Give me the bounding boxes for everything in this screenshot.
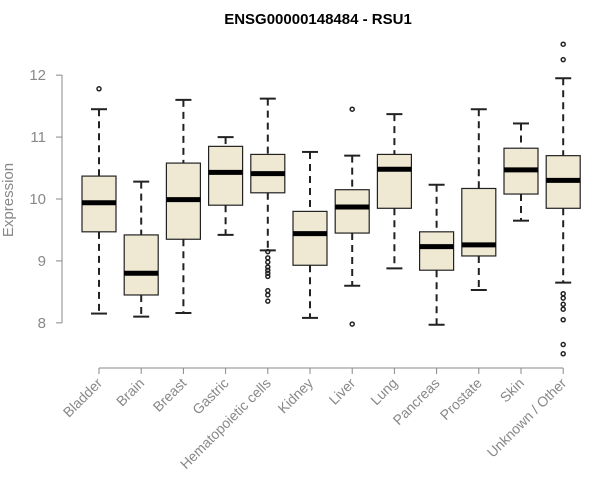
x-tick-label: Breast [150,375,190,415]
iqr-box [376,153,412,209]
box-liver [334,106,370,327]
x-tick-label: Skin [497,375,528,406]
outlier-point [265,255,271,261]
outlier-point [265,270,271,277]
outlier-point [265,267,271,273]
y-tick-label: 8 [38,315,46,332]
outlier-point [560,317,566,323]
iqr-box [292,210,328,266]
box-kidney [292,150,328,319]
box-breast [165,98,201,314]
box-bladder [81,86,117,315]
y-axis: 8 9 10 11 12 [29,67,63,332]
outlier-point [560,306,566,312]
x-tick-label: Kidney [275,375,317,417]
x-tick-label: Bladder [60,375,106,421]
outlier-point [265,248,271,255]
outlier-point [560,41,566,47]
outlier-point [265,273,271,280]
boxes [81,41,581,357]
outlier-point [349,106,355,112]
outlier-point [560,341,566,348]
chart-title: ENSG00000148484 - RSU1 [224,11,412,28]
y-axis-label: Expression [0,163,17,237]
outlier-point [265,292,271,298]
box-prostate [461,108,497,292]
box-pancreas [419,183,455,326]
iqr-box [208,145,244,206]
outlier-point [265,264,271,270]
box-gastric [208,136,244,236]
outlier-point [560,351,566,357]
y-tick-label: 10 [29,191,46,208]
x-tick-label: Lung [367,375,400,408]
iqr-box [123,234,159,296]
iqr-box [334,189,370,234]
outlier-point [560,56,566,63]
x-tick-label: Unknown / Other [484,375,570,461]
box-lung [376,113,412,270]
outlier-point [265,298,271,304]
box-hematopoietic-cells [250,97,286,304]
outlier-point [560,295,566,301]
y-tick-label: 12 [29,67,46,84]
outlier-point [349,321,355,327]
x-tick-label: Prostate [437,375,485,423]
y-tick-label: 9 [38,253,46,270]
y-tick-label: 11 [30,129,46,146]
x-tick-label: Liver [326,375,359,408]
x-tick-label: Pancreas [390,375,443,428]
outlier-point [560,301,566,308]
outlier-point [265,259,271,265]
box-brain [123,180,159,318]
outlier-point [96,86,102,92]
iqr-box [419,231,455,271]
outlier-point [560,290,566,297]
box-skin [503,122,539,222]
x-tick-label: Brain [113,375,147,409]
outlier-point [265,287,271,294]
box-unknown-other [545,41,581,357]
